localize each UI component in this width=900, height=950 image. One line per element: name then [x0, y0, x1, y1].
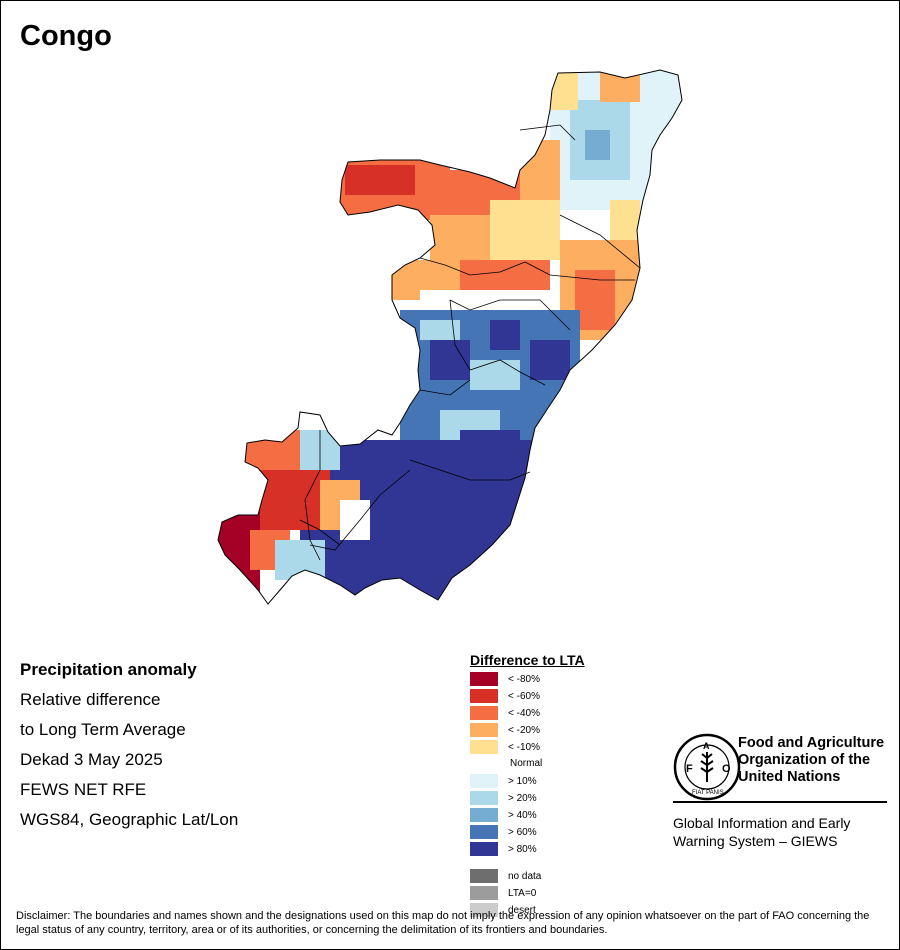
map-info-block: Precipitation anomaly Relative differenc…	[20, 655, 238, 835]
anomaly-raster	[218, 70, 682, 604]
info-line-source: FEWS NET RFE	[20, 780, 147, 799]
legend-swatch	[470, 886, 498, 900]
legend-label: < -80%	[508, 673, 540, 685]
legend-swatch	[470, 740, 498, 754]
logo-motto: FIAT PANIS	[692, 790, 724, 796]
legend-label: no data	[508, 870, 542, 882]
org-line-3: United Nations	[738, 769, 841, 785]
giews-line-2: Warning System – GIEWS	[673, 833, 838, 849]
legend-item: > 40%	[470, 808, 537, 822]
logo-letter-f: F	[686, 763, 693, 775]
legend: Difference to LTA < -80% < -60% < -40% < -2…	[470, 652, 585, 917]
disclaimer-text: Disclaimer: The boundaries and names sho…	[16, 910, 870, 936]
legend-label: > 60%	[508, 826, 537, 838]
legend-swatch	[470, 791, 498, 805]
legend-label: > 10%	[508, 775, 537, 787]
legend-item: < -60%	[470, 689, 540, 703]
info-line-dekad: Dekad 3 May 2025	[20, 750, 163, 769]
admin-boundaries	[299, 124, 641, 561]
legend-item: > 10%	[470, 774, 537, 788]
legend-swatch	[470, 903, 498, 917]
giews-line-1: Global Information and Early	[673, 815, 851, 831]
legend-item: > 20%	[470, 791, 537, 805]
legend-label: > 40%	[508, 809, 537, 821]
map-title: Congo	[20, 20, 112, 52]
legend-extra-item: desert	[470, 903, 536, 917]
legend-extra-item: LTA=0	[470, 886, 536, 900]
legend-item: > 80%	[470, 842, 537, 856]
legend-swatch	[470, 774, 498, 788]
legend-swatch	[470, 723, 498, 737]
legend-swatch	[470, 706, 498, 720]
giews-name: Global Information and Early Warning Sys…	[673, 814, 850, 850]
org-line-1: Food and Agriculture	[738, 735, 885, 751]
legend-item: < -80%	[470, 672, 540, 686]
info-heading: Precipitation anomaly	[20, 660, 197, 679]
legend-item: < -10%	[470, 740, 540, 754]
legend-swatch	[470, 808, 498, 822]
legend-swatch	[470, 825, 498, 839]
legend-label-normal: Normal	[510, 758, 543, 769]
logo-letter-o: O	[722, 763, 731, 775]
legend-extra-item: no data	[470, 869, 541, 883]
info-line-relative: Relative difference	[20, 690, 161, 709]
legend-label: < -10%	[508, 741, 540, 753]
legend-item: > 60%	[470, 825, 537, 839]
legend-label: LTA=0	[508, 887, 537, 899]
legend-item: < -40%	[470, 706, 540, 720]
logo-letter-a: A	[703, 741, 710, 751]
info-line-projection: WGS84, Geographic Lat/Lon	[20, 810, 239, 829]
legend-swatch	[470, 672, 498, 686]
legend-label: desert	[508, 904, 536, 916]
legend-swatch	[470, 869, 498, 883]
legend-label: > 80%	[508, 843, 537, 855]
legend-label: < -20%	[508, 724, 540, 736]
legend-swatch	[470, 842, 498, 856]
precipitation-anomaly-map	[217, 69, 683, 605]
org-line-2: Organization of the	[738, 752, 871, 768]
org-divider	[673, 801, 887, 803]
legend-label: < -40%	[508, 707, 540, 719]
info-line-lta: to Long Term Average	[20, 720, 186, 739]
legend-label: > 20%	[508, 792, 537, 804]
fao-org-name: Food and Agriculture Organization of the…	[738, 735, 884, 786]
legend-title: Difference to LTA	[470, 652, 585, 668]
fao-wheat-logo-icon: F O A FIAT PANIS	[673, 733, 741, 801]
legend-item: < -20%	[470, 723, 540, 737]
legend-swatch	[470, 689, 498, 703]
legend-label: < -60%	[508, 690, 540, 702]
